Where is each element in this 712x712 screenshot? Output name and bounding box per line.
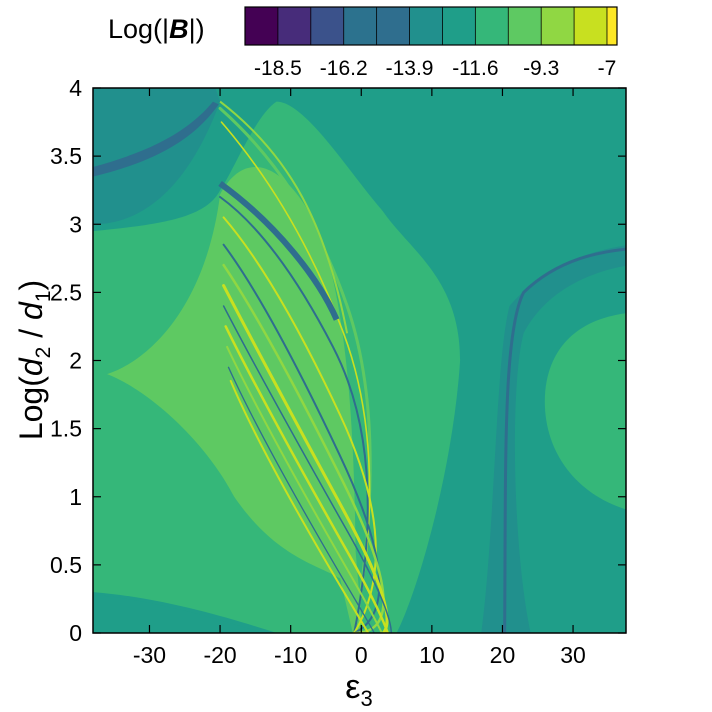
region-top-left: [93, 88, 221, 225]
colorbar-level-4: [376, 7, 410, 45]
colorbar-level-8: [508, 7, 542, 45]
y-tick-label: 1: [69, 484, 82, 510]
bright-band: [219, 100, 349, 334]
streak: [222, 243, 381, 633]
x-axis-label: ε3: [345, 668, 372, 711]
x-tick-label: 20: [490, 642, 516, 668]
streak: [224, 325, 390, 633]
colorbar-level-1: [277, 7, 312, 45]
y-tick-label: 0.5: [50, 552, 82, 578]
region-bottom-left: [93, 594, 263, 633]
colorbar-title: Log(|B|): [108, 14, 205, 44]
x-tick-label: 10: [419, 642, 445, 668]
colorbar-level-7: [475, 7, 509, 45]
y-axis-ticks: 0 0.5 1 1.5 2 2.5 3 3.5 4: [50, 75, 626, 646]
colorbar-level-6: [442, 7, 476, 45]
y-tick-label: 2: [69, 348, 82, 374]
streak: [229, 379, 370, 633]
colorbar-level-5: [409, 7, 443, 45]
colorbar-level-9: [541, 7, 575, 45]
x-tick-label: 30: [560, 642, 586, 668]
colorbar-tick-labels: -18.5 -16.2 -13.9 -11.6 -9.3 -7: [254, 57, 616, 80]
y-axis-label: Log(d2 / d1): [13, 280, 55, 440]
colorbar-tick-label: -16.2: [320, 57, 368, 80]
x-tick-label: 0: [355, 642, 368, 668]
y-tick-label: 4: [69, 75, 82, 101]
x-tick-label: -30: [133, 642, 166, 668]
colorbar-tick-label: -7: [598, 57, 617, 80]
region-right-blob: [544, 313, 626, 510]
y-tick-label: 1.5: [50, 416, 82, 442]
y-tick-label: 3: [69, 211, 82, 237]
colorbar: [244, 6, 618, 46]
y-tick-label: 3.5: [50, 143, 82, 169]
colorbar-frame: [244, 6, 618, 46]
x-axis-ticks: -30 -20 -10 0 10 20 30: [133, 88, 586, 668]
band-right: [481, 245, 626, 633]
streak: [222, 305, 392, 633]
dark-band: [218, 180, 340, 321]
region-lobe: [107, 167, 363, 633]
colorbar-tick-label: -9.3: [523, 57, 559, 80]
streak: [219, 196, 369, 633]
colorbar-level-10: [574, 7, 608, 45]
colorbar-level-0: [245, 7, 279, 45]
y-tick-label: 0: [69, 620, 82, 646]
heatmap-plot-area: [93, 88, 626, 633]
colorbar-level-2: [310, 7, 345, 45]
y-tick-label: 2.5: [50, 279, 82, 305]
x-tick-label: -10: [274, 642, 307, 668]
streak: [226, 345, 383, 633]
band-right-core: [503, 247, 626, 633]
colorbar-tick-label: -11.6: [452, 57, 498, 80]
x-tick-label: -20: [203, 642, 236, 668]
colorbar-level-3: [343, 7, 377, 45]
band-top-left: [93, 101, 219, 177]
streak: [227, 366, 376, 633]
streak: [222, 284, 389, 633]
colorbar-tick-label: -13.9: [386, 57, 434, 80]
colorbar-level-11: [606, 7, 618, 45]
colorbar-tick-label: -18.5: [254, 57, 302, 80]
